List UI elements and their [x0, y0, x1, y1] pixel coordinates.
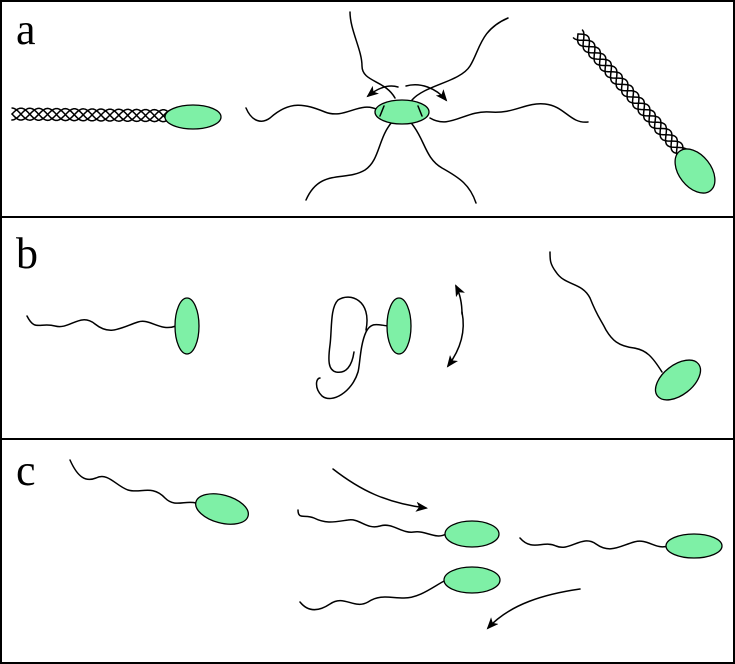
flagella-bundle: [11, 107, 191, 123]
flagellum-strand: [11, 107, 191, 123]
panel-c: c: [0, 438, 735, 664]
bacterium-body: [674, 148, 716, 194]
reoriented-single-flagellum-cell: [549, 251, 702, 401]
rotation-arrow: [366, 85, 399, 98]
panel-c-frame: [0, 438, 735, 664]
reversing-cell-upper: [297, 509, 500, 548]
bacterium-body: [443, 566, 501, 594]
flagellum-strand: [577, 33, 689, 161]
flagellum: [305, 121, 393, 201]
rotation-arrow: [405, 84, 448, 102]
flagellum-strand: [11, 107, 191, 123]
flagella-bundle: [572, 29, 694, 165]
flagellum-stub: [417, 105, 423, 117]
flagellum: [429, 103, 589, 123]
panel-a: a: [0, 0, 735, 218]
flagellum: [315, 296, 391, 400]
panel-c-label: c: [16, 446, 36, 495]
bacterium-body: [654, 359, 702, 401]
forward-swimming-cell: [69, 459, 249, 525]
flagellum: [519, 537, 669, 550]
flagellum-strand: [11, 107, 191, 123]
single-flagellum-swimming-cell: [26, 297, 200, 355]
reoriented-bundled-cell: [572, 29, 716, 194]
flagellum-strand: [572, 37, 685, 165]
bacterium-body: [195, 493, 249, 525]
panel-a-label: a: [16, 5, 36, 54]
bacterium-body: [374, 99, 430, 125]
panel-b-label: b: [16, 229, 38, 278]
rotation-arrow: [446, 311, 464, 368]
direction-arrow: [332, 468, 428, 512]
flagellum: [245, 104, 379, 122]
bacterium-body: [164, 104, 222, 130]
flagellum: [26, 315, 177, 331]
flagellum: [69, 459, 197, 504]
flagellum-stub: [379, 105, 385, 117]
reversing-cell-lower: [299, 566, 501, 611]
flagellum: [299, 579, 447, 611]
flagellum: [297, 509, 447, 537]
flagellum: [411, 17, 509, 101]
bacterium-body: [386, 297, 412, 355]
panel-b: b: [0, 216, 735, 440]
flicking-cell: [315, 284, 465, 400]
flagellum: [411, 123, 477, 204]
bacterium-body: [665, 533, 723, 559]
bacterium-body: [174, 297, 200, 355]
flagellum-strand: [581, 29, 694, 157]
bundled-flagella-cell: [11, 104, 222, 130]
rotation-arrow: [455, 284, 465, 315]
flagellum: [549, 251, 663, 373]
direction-arrow: [486, 588, 581, 630]
tumbling-cell: [245, 11, 589, 204]
reversed-cell: [519, 533, 723, 559]
bacterium-body: [444, 520, 500, 548]
